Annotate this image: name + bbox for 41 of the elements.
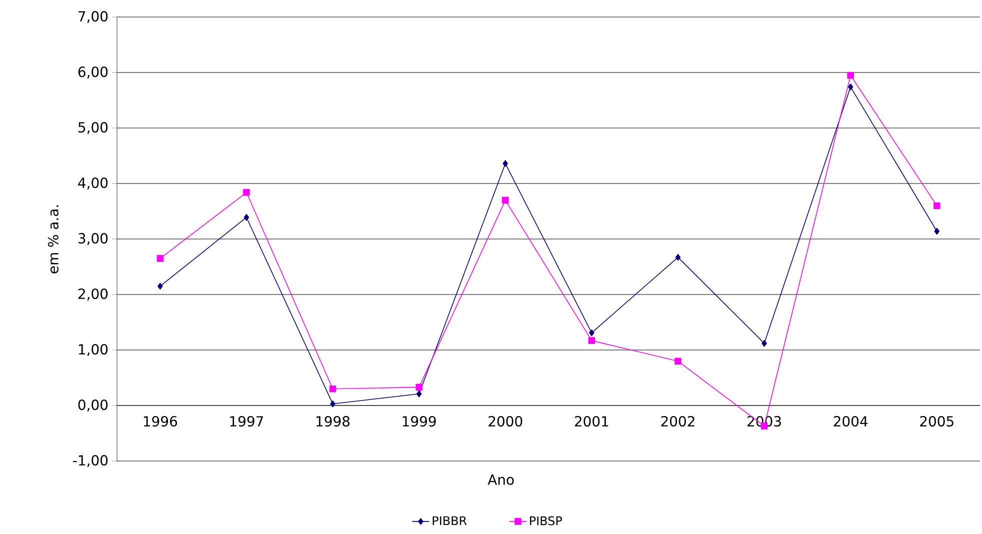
y-tick-label: 0,00 [78, 400, 108, 412]
y-tick-label: 1,00 [78, 344, 108, 356]
y-tick-label: 4,00 [78, 178, 108, 190]
x-tick-label: 1996 [144, 416, 178, 427]
legend-label: PIBSP [530, 516, 562, 526]
point [243, 188, 250, 196]
y-tick-label: 2,00 [78, 288, 108, 300]
y-tick-label: 3,00 [78, 233, 108, 245]
point [933, 202, 940, 210]
x-tick-label: 1998 [316, 416, 350, 427]
point [675, 254, 681, 261]
y-tick-label: 7,00 [78, 11, 108, 23]
point [329, 385, 336, 392]
x-tick-label: 2001 [574, 416, 608, 427]
point [416, 390, 422, 398]
point [674, 358, 682, 364]
point [158, 282, 163, 290]
x-tick-label: 2005 [920, 416, 954, 427]
point [416, 384, 422, 391]
point [934, 228, 940, 235]
point [244, 214, 250, 221]
x-tick-label: 2004 [834, 416, 868, 427]
point [589, 329, 594, 336]
y-tick-label: 6,00 [78, 66, 108, 78]
point [847, 72, 854, 79]
x-tick-label: 2002 [661, 416, 694, 427]
y-tick-label: -1,00 [73, 455, 108, 467]
y-tick-label: 5,00 [78, 122, 108, 134]
point [588, 337, 596, 344]
x-axis-title: Ano [488, 474, 514, 485]
y-axis-title: em % a.a. [48, 205, 58, 274]
point [502, 196, 509, 204]
point [848, 84, 854, 90]
x-tick-label: 1997 [230, 416, 264, 427]
point [330, 400, 336, 408]
x-tick-label: 2000 [488, 416, 522, 427]
point [502, 160, 508, 167]
legend-label: PIBBR [432, 516, 467, 526]
point [762, 340, 767, 347]
x-tick-label: 1999 [402, 416, 436, 427]
point [156, 255, 164, 262]
